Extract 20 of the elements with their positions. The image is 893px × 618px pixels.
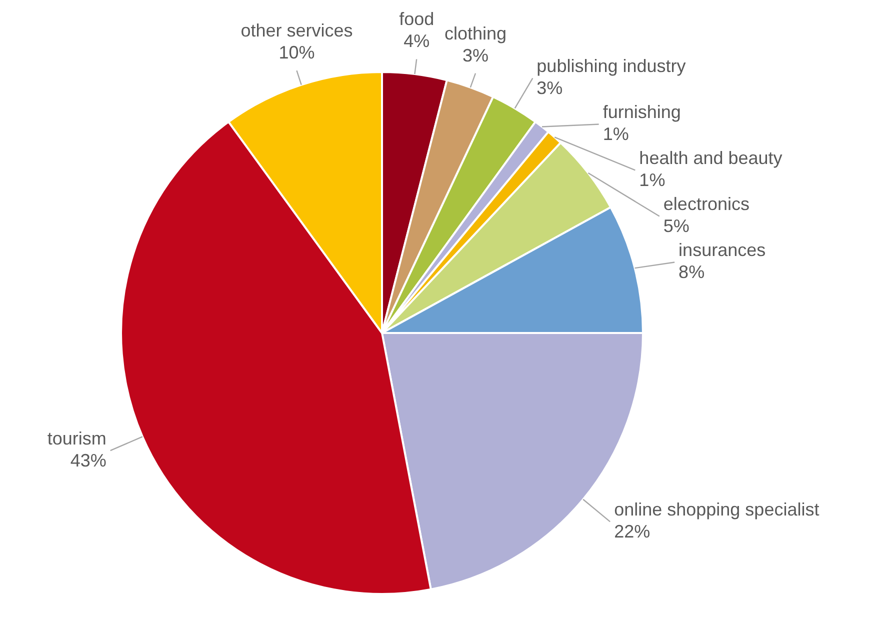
- slice-label: health and beauty: [639, 148, 782, 168]
- data-label: 8%: [678, 262, 705, 282]
- data-label: 1%: [602, 124, 629, 144]
- data-label: 1%: [639, 170, 666, 190]
- data-label: 3%: [536, 78, 563, 98]
- slice-label: food: [399, 9, 434, 30]
- slice-label: electronics: [663, 194, 750, 214]
- slice-label: clothing: [444, 23, 507, 44]
- data-label: 5%: [663, 216, 690, 236]
- slice-label: furnishing: [602, 102, 681, 122]
- data-label: 22%: [614, 522, 650, 542]
- slice-label: online shopping specialist: [614, 500, 820, 520]
- data-label: 10%: [278, 42, 315, 62]
- data-label: 4%: [404, 31, 430, 52]
- data-label: 43%: [70, 450, 106, 471]
- slice-label: publishing industry: [536, 56, 686, 76]
- data-label: 3%: [462, 45, 488, 66]
- slice-label: insurances: [678, 240, 766, 260]
- slice-label: tourism: [47, 428, 106, 449]
- slice-label: other services: [240, 20, 353, 40]
